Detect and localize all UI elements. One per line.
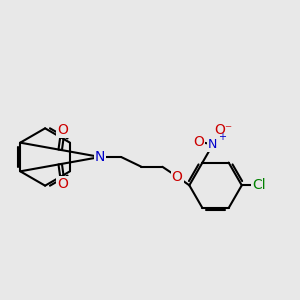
Text: +: + [218,132,226,142]
Text: O: O [58,177,68,191]
Text: Cl: Cl [252,178,266,192]
Text: O: O [172,169,182,184]
Text: O⁻: O⁻ [214,123,232,137]
Text: O: O [193,135,204,148]
Text: N: N [95,150,105,164]
Text: O: O [58,122,68,136]
Text: N: N [208,138,218,151]
